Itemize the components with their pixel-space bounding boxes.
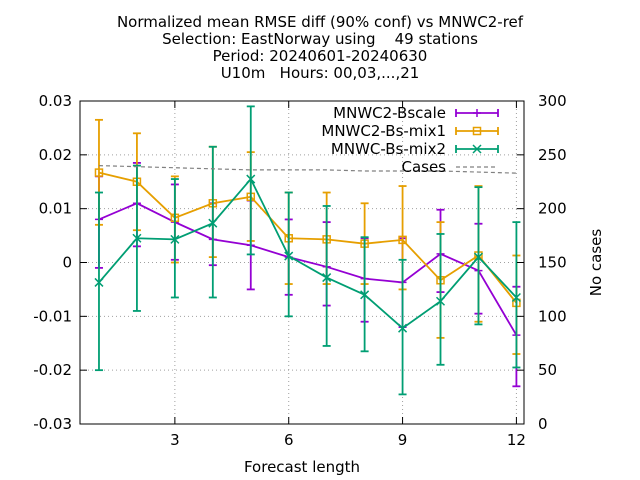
y-tick-label: -0.03 <box>33 415 72 433</box>
y-tick-label: 0 <box>62 254 72 272</box>
axis-ticks: -0.03 -0.02 -0.01 0 0.01 0.02 0.03 0 50 100 150 200… <box>33 92 566 449</box>
x-axis-label: Forecast length <box>244 458 360 476</box>
y2-tick-label: 300 <box>538 92 567 110</box>
y2-axis-label: No cases <box>587 229 605 297</box>
series-line <box>98 202 518 336</box>
series-mnwc-bs-mix2 <box>94 105 521 396</box>
y2-tick-label: 0 <box>538 415 548 433</box>
x-tick-label: 12 <box>507 431 526 449</box>
y2-tick-label: 200 <box>538 200 567 218</box>
point-marker <box>360 290 370 300</box>
series-line <box>98 171 518 304</box>
y-tick-label: -0.02 <box>33 361 72 379</box>
legend: MNWC2-BscaleMNWC2-Bs-mix1MNWC-Bs-mix2Cas… <box>321 104 499 176</box>
series-line <box>98 177 518 330</box>
point-marker <box>208 218 218 228</box>
y2-tick-label: 250 <box>538 146 567 164</box>
legend-label: MNWC2-Bs-mix1 <box>321 122 446 140</box>
x-tick-label: 9 <box>398 431 408 449</box>
legend-item: Cases <box>401 158 498 176</box>
legend-label: Cases <box>401 158 446 176</box>
legend-item: MNWC-Bs-mix2 <box>331 140 499 158</box>
point-marker <box>170 234 180 244</box>
y2-tick-label: 150 <box>538 254 567 272</box>
title-line-2: Selection: EastNorway using 49 stations <box>162 30 478 48</box>
point-marker <box>472 144 482 154</box>
chart-title: Normalized mean RMSE diff (90% conf) vs … <box>0 14 640 82</box>
point-marker <box>472 126 482 136</box>
y2-tick-label: 100 <box>538 307 567 325</box>
point-marker <box>94 168 104 177</box>
chart-marks <box>94 105 521 396</box>
y-tick-label: 0.01 <box>39 200 72 218</box>
series-mnwc2-bscale <box>94 162 521 388</box>
cases-line <box>98 165 517 174</box>
point-marker <box>435 296 446 306</box>
legend-label: MNWC2-Bscale <box>333 104 446 122</box>
point-marker <box>473 252 483 262</box>
point-marker <box>398 235 407 245</box>
title-line-1: Normalized mean RMSE diff (90% conf) vs … <box>116 13 524 31</box>
y-tick-label: -0.01 <box>33 307 72 325</box>
point-marker <box>246 174 256 184</box>
point-marker <box>511 292 521 303</box>
point-marker <box>284 251 294 261</box>
title-line-4: U10m Hours: 00,03,...,21 <box>220 64 420 82</box>
legend-label: MNWC-Bs-mix2 <box>331 140 446 158</box>
y-tick-label: 0.03 <box>39 92 72 110</box>
x-tick-label: 6 <box>284 431 294 449</box>
point-marker <box>94 277 104 287</box>
legend-item: MNWC2-Bs-mix1 <box>321 122 499 140</box>
x-tick-label: 3 <box>170 431 180 449</box>
title-line-3: Period: 20240601-20240630 <box>212 47 428 65</box>
point-marker <box>398 323 408 333</box>
point-marker <box>132 233 142 243</box>
legend-item: MNWC2-Bscale <box>333 104 499 122</box>
point-marker <box>473 109 481 117</box>
y-tick-label: 0.02 <box>39 146 72 164</box>
point-marker <box>322 273 332 283</box>
y2-tick-label: 50 <box>538 361 557 379</box>
series-cases <box>98 165 517 174</box>
